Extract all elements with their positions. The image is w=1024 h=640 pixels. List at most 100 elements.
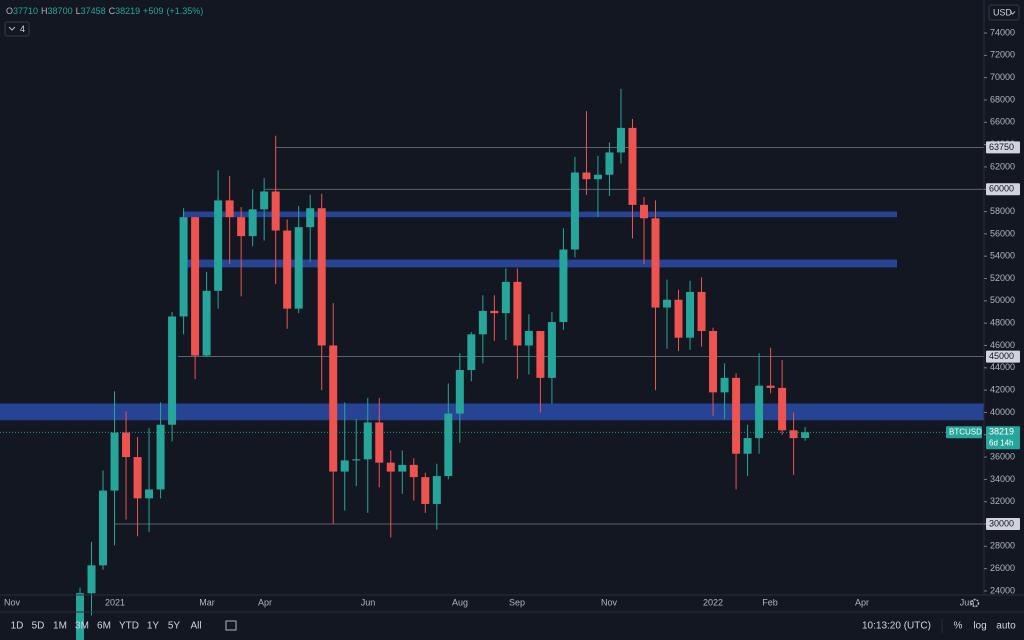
- candle-body: [467, 334, 476, 371]
- y-tick-label: 58000: [990, 206, 1015, 216]
- x-tick-label: Mar: [199, 597, 215, 607]
- candle-body: [260, 191, 269, 210]
- x-tick-label: 2022: [703, 597, 723, 607]
- chevron: [8, 26, 16, 31]
- range-button[interactable]: 1Y: [147, 621, 160, 632]
- y-tick-label: 26000: [990, 563, 1015, 573]
- range-button[interactable]: 6M: [97, 621, 111, 632]
- candle-body: [363, 422, 372, 460]
- range-button[interactable]: YTD: [119, 621, 139, 632]
- candle-body: [409, 464, 418, 478]
- y-tick-label: 50000: [990, 295, 1015, 305]
- price-label: 38219: [989, 427, 1014, 437]
- y-tick-label: 72000: [990, 50, 1015, 60]
- candle-body: [352, 459, 361, 461]
- y-tick-label: 40000: [990, 407, 1015, 417]
- candle-body: [524, 330, 533, 346]
- candle-body: [778, 387, 787, 431]
- date-range-icon[interactable]: [225, 620, 237, 631]
- range-button[interactable]: All: [190, 621, 201, 632]
- y-tick-label: 56000: [990, 228, 1015, 238]
- candle-body: [789, 430, 798, 439]
- candle-body: [766, 385, 775, 388]
- chevron: [1009, 11, 1016, 15]
- x-tick-label: Feb: [762, 597, 778, 607]
- candle-body: [686, 291, 695, 338]
- candle-body: [375, 422, 384, 463]
- candle-body: [663, 299, 672, 308]
- candle-body: [755, 385, 764, 439]
- x-tick-label: Aug: [452, 597, 468, 607]
- zone: [0, 403, 984, 421]
- range-button[interactable]: 1M: [53, 621, 67, 632]
- y-tick-label: 74000: [990, 27, 1015, 37]
- candle-body: [651, 218, 660, 308]
- zone: [183, 211, 897, 218]
- candle-body: [513, 281, 522, 346]
- candle-body: [191, 217, 200, 356]
- candle-body: [306, 208, 315, 228]
- range-button[interactable]: 5Y: [168, 621, 181, 632]
- candle-body: [87, 565, 96, 594]
- y-tick-label: 46000: [990, 340, 1015, 350]
- change: +509: [143, 6, 163, 16]
- high-value: 38700: [48, 6, 73, 16]
- x-tick-label: Jun: [361, 597, 376, 607]
- candle-body: [709, 330, 718, 393]
- candle-body: [570, 172, 579, 250]
- y-tick-label: 62000: [990, 161, 1015, 171]
- candle-body: [432, 476, 441, 504]
- candle-body: [639, 204, 648, 219]
- currency: USD: [993, 7, 1013, 17]
- range-button[interactable]: 1D: [11, 621, 24, 632]
- candle-body: [237, 217, 246, 237]
- candle-body: [76, 593, 84, 640]
- candle-body: [628, 127, 637, 205]
- candle-body: [168, 316, 177, 425]
- candle-body: [133, 457, 142, 499]
- candle-body: [444, 413, 453, 477]
- open-value: 37710: [13, 6, 38, 16]
- candle-body: [674, 299, 683, 338]
- y-tick-label: 32000: [990, 496, 1015, 506]
- price-label-box: [986, 426, 1020, 450]
- candle-body: [490, 310, 499, 314]
- x-tick-label: Nov: [4, 597, 21, 607]
- candle-body: [283, 230, 292, 309]
- candle-body: [294, 227, 303, 309]
- range-button[interactable]: 3M: [75, 621, 89, 632]
- candle-body: [340, 460, 349, 472]
- y-tick-label: 68000: [990, 94, 1015, 104]
- indicator-toggle[interactable]: [4, 21, 30, 37]
- level-label: 63750: [989, 142, 1014, 152]
- y-tick-label: 42000: [990, 384, 1015, 394]
- y-tick-label: 34000: [990, 474, 1015, 484]
- symbol-label-box: [946, 426, 982, 439]
- candle-body: [732, 377, 741, 454]
- level-label-box: [986, 141, 1020, 154]
- currency-dropdown[interactable]: [988, 4, 1020, 21]
- settings-icon[interactable]: [970, 598, 980, 608]
- scale-option[interactable]: %: [954, 621, 963, 632]
- candle-body: [536, 330, 545, 378]
- range-button[interactable]: 5D: [32, 621, 45, 632]
- scale-option[interactable]: log: [973, 621, 986, 632]
- candle-body: [605, 152, 614, 175]
- candle-body: [214, 200, 223, 291]
- candle-body: [593, 174, 602, 180]
- x-tick-label: Sep: [509, 597, 525, 607]
- plot-layer: [0, 88, 984, 640]
- candle-body: [110, 432, 119, 491]
- candle-body: [179, 217, 188, 317]
- candle-body: [225, 200, 234, 218]
- candle-body: [697, 291, 706, 331]
- candle-body: [743, 438, 752, 454]
- candle-body: [547, 322, 556, 378]
- candle-body: [202, 290, 211, 356]
- y-tick-label: 54000: [990, 251, 1015, 261]
- level-label: 60000: [989, 184, 1014, 194]
- scale-option[interactable]: auto: [996, 621, 1016, 632]
- clock: 10:13:20 (UTC): [862, 621, 931, 632]
- x-tick-label: Apr: [258, 597, 272, 607]
